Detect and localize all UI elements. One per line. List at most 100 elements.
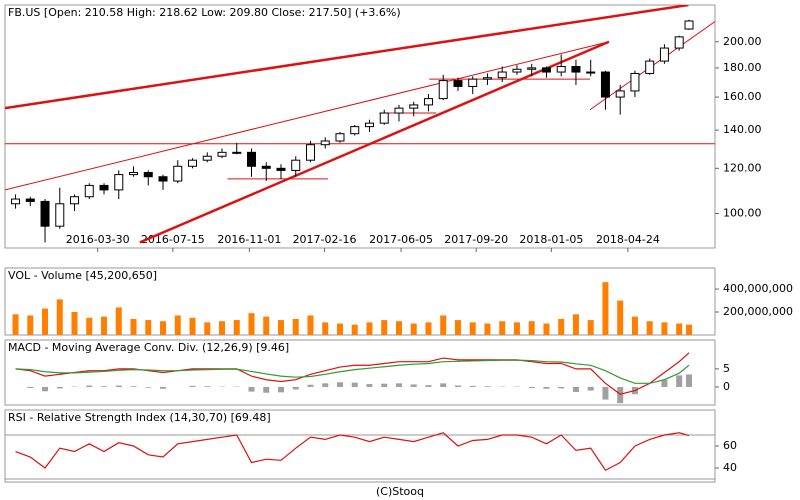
candle-body	[70, 196, 80, 205]
volume-bar	[646, 321, 653, 335]
candle-body	[173, 165, 183, 182]
volume-bar	[86, 317, 93, 335]
panel-title-bg	[6, 411, 273, 424]
volume-bar	[661, 322, 668, 335]
y-tick-label: 100.00	[723, 206, 762, 219]
x-tick-label: 2017-09-20	[444, 233, 508, 246]
candle-body	[541, 67, 551, 73]
volume-bar	[410, 323, 417, 335]
histogram-bar	[381, 383, 388, 387]
histogram-bar	[528, 386, 535, 389]
histogram-bar	[366, 384, 373, 387]
x-tick-label: 2018-04-24	[596, 233, 660, 246]
histogram-bar	[56, 386, 63, 389]
volume-bar	[499, 321, 506, 335]
volume-bar	[322, 322, 329, 335]
candle-body	[276, 167, 286, 171]
y-tick-label: 0	[723, 380, 730, 393]
trend-line	[5, 5, 689, 110]
candle-body	[335, 133, 345, 142]
panel-title-bg	[6, 341, 292, 354]
volume-bar	[440, 315, 447, 335]
histogram-bar	[189, 385, 196, 387]
x-tick-label: 2016-11-01	[217, 233, 281, 246]
histogram-bar	[145, 386, 152, 388]
histogram-bar	[263, 386, 270, 393]
candle-body	[188, 159, 198, 167]
rsi-line	[15, 432, 690, 472]
candle-body	[615, 90, 625, 98]
candle-body	[11, 198, 21, 205]
candle-body	[379, 112, 389, 124]
volume-bar	[543, 323, 550, 335]
panel-title: VOL - Volume [45,200,650]	[8, 269, 157, 282]
histogram-bar	[587, 386, 594, 391]
footer: (C)Stooq	[376, 485, 424, 498]
candle-body	[630, 72, 640, 92]
candle-body	[320, 140, 330, 146]
x-tick-label: 2016-03-30	[66, 233, 130, 246]
candle-body	[468, 78, 478, 87]
panel-title: MACD - Moving Average Conv. Div. (12,26,…	[8, 341, 289, 354]
histogram-bar	[101, 386, 108, 387]
histogram-bar	[160, 386, 167, 389]
volume-bar	[528, 321, 535, 335]
histogram-bar	[617, 386, 624, 404]
y-tick-label: 200,000,000	[723, 305, 793, 318]
panel-title: FB.US [Open: 210.58 High: 218.62 Low: 20…	[8, 6, 401, 19]
x-tick-label: 2017-02-16	[293, 233, 357, 246]
volume-bar	[42, 308, 49, 335]
histogram-bar	[86, 385, 93, 387]
histogram-bar	[602, 386, 609, 400]
candle-body	[217, 151, 227, 157]
candle-body	[556, 66, 566, 73]
candle-body	[232, 151, 242, 154]
histogram-bar	[322, 383, 329, 387]
volume-bar	[130, 318, 137, 335]
candle-body	[40, 200, 50, 227]
candle-body	[659, 47, 669, 62]
y-tick-label: 60	[723, 439, 737, 452]
candle-body	[202, 155, 212, 161]
volume-bar	[248, 313, 255, 335]
volume-bar	[602, 282, 609, 335]
candle-body	[586, 71, 596, 74]
candle-body	[482, 77, 492, 80]
candle-body	[158, 176, 168, 182]
volume-bar	[160, 321, 167, 335]
candle-body	[394, 107, 404, 114]
volume-bar	[454, 320, 461, 335]
y-tick-label: 180.00	[723, 61, 762, 74]
volume-bar	[189, 317, 196, 335]
candle-body	[409, 104, 419, 109]
histogram-bar	[307, 384, 314, 387]
candle-body	[291, 159, 301, 171]
volume-bar	[484, 323, 491, 335]
volume-bar	[115, 307, 122, 335]
histogram-bar	[558, 386, 565, 389]
histogram-bar	[425, 385, 432, 387]
volume-bar	[174, 315, 181, 335]
candle-body	[684, 20, 694, 30]
candle-body	[512, 68, 522, 73]
histogram-bar	[454, 385, 461, 387]
candle-body	[143, 171, 153, 178]
volume-bar	[204, 322, 211, 335]
volume-bar	[336, 323, 343, 335]
volume-bar	[686, 324, 693, 335]
histogram-bar	[676, 375, 683, 387]
volume-bar	[425, 322, 432, 335]
macd-line	[15, 359, 690, 384]
y-tick-label: 160.00	[723, 90, 762, 103]
candle-body	[25, 198, 35, 202]
y-tick-label: 140.00	[723, 123, 762, 136]
candle-body	[350, 126, 360, 135]
volume-bar	[395, 321, 402, 335]
candle-body	[246, 151, 256, 167]
candle-body	[438, 80, 448, 100]
candle-body	[114, 174, 124, 191]
panel-title: RSI - Relative Strength Index (14,30,70)…	[8, 411, 271, 424]
candle-body	[99, 184, 109, 191]
histogram-bar	[292, 386, 299, 390]
